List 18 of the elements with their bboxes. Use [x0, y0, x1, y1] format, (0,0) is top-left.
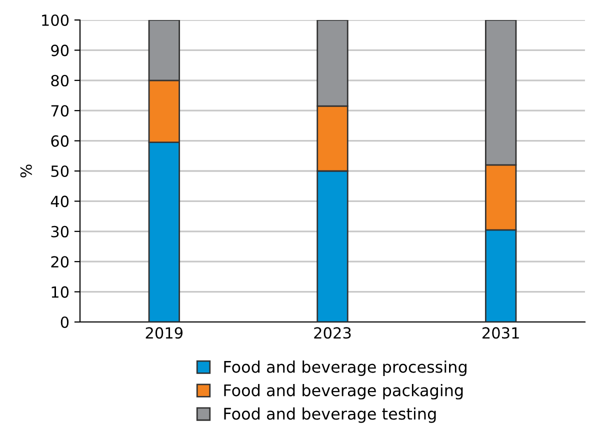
y-tick-label: 20 [51, 256, 69, 268]
y-tick-label: 30 [51, 226, 69, 238]
y-tick-label: 60 [51, 135, 69, 147]
legend-label: Food and beverage processing [224, 360, 466, 376]
y-tick-label: 90 [51, 44, 69, 56]
y-tick-label: 40 [50, 196, 69, 208]
x-tick-label: 2023 [314, 327, 351, 339]
y-tick-label: 80 [51, 74, 69, 86]
legend-label: Food and beverage packaging [224, 384, 463, 400]
y-tick-label: 70 [51, 105, 69, 117]
x-tick-label: 2031 [482, 327, 519, 339]
y-tick-label: 10 [52, 286, 69, 298]
y-tick-label: 0 [60, 316, 69, 328]
y-axis-title: % [20, 164, 32, 178]
y-tick-label: 50 [51, 165, 69, 178]
x-tick-label: 2019 [146, 327, 183, 339]
legend-label: Food and beverage testing [224, 407, 436, 423]
y-tick-label: 100 [42, 14, 69, 26]
